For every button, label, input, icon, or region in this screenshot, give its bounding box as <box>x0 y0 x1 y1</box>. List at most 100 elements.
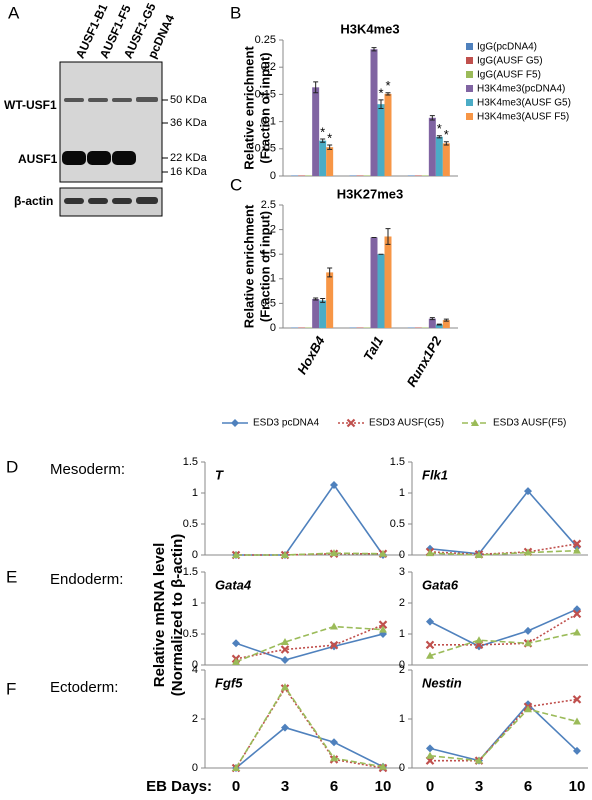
marker <box>426 617 434 626</box>
marker <box>572 695 582 704</box>
marker <box>572 609 582 619</box>
y-tick-label: 0 <box>192 549 198 561</box>
size-marker: 22 KDa <box>170 152 208 164</box>
series-line <box>236 483 384 556</box>
band <box>87 151 111 165</box>
row-label: AUSF1 <box>18 152 58 166</box>
marker <box>346 418 356 428</box>
legend-swatch <box>466 71 473 78</box>
marker <box>280 645 290 654</box>
marker <box>524 705 532 713</box>
legend-label: IgG(pcDNA4) <box>477 42 537 53</box>
marker <box>232 764 240 771</box>
bar <box>442 143 450 176</box>
chart-title: H3K27me3 <box>337 186 404 201</box>
y-tick-label: 2 <box>399 597 405 609</box>
band <box>62 151 86 165</box>
legend-label: ESD3 pcDNA4 <box>253 418 320 429</box>
y-tick-label: 1 <box>399 713 405 725</box>
x-tick-label: 0 <box>426 778 434 795</box>
legend-label: ESD3 AUSF(F5) <box>493 418 566 429</box>
western-blot: AUSF1-B1 AUSF1-F5 AUSF1-G5 pcDNA4 WT-USF… <box>4 1 208 217</box>
marker <box>231 419 239 427</box>
series-line <box>429 489 578 555</box>
band-row <box>64 97 158 102</box>
marker <box>426 744 434 753</box>
series-line <box>235 726 384 769</box>
series-line <box>430 613 578 646</box>
y-axis-label: (Fraction of input) <box>257 211 272 322</box>
y-tick-label: 1 <box>399 628 405 640</box>
chart-title: T <box>215 467 224 482</box>
y-tick-label: 0 <box>270 170 276 182</box>
y-tick-label: 0.2 <box>261 61 276 73</box>
series-line <box>429 608 578 648</box>
y-axis-label: Relative mRNA level <box>151 543 168 688</box>
x-tick-label: 6 <box>524 778 532 795</box>
marker <box>426 651 434 659</box>
band <box>136 97 158 102</box>
y-tick-label: 0.5 <box>261 297 276 309</box>
error-bar <box>371 47 377 52</box>
bar <box>349 175 357 176</box>
row-label: Endoderm: <box>50 571 123 588</box>
x-axis-label: EB Days: <box>146 778 212 795</box>
bar <box>384 93 392 176</box>
y-tick-label: 1 <box>192 487 198 499</box>
series-line <box>235 633 384 661</box>
row-label: β-actin <box>14 194 53 208</box>
chart-title: Gata4 <box>215 577 252 592</box>
bar <box>384 236 392 328</box>
y-tick-label: 1.5 <box>261 248 276 260</box>
y-axis-label: (Normalized to β-actin) <box>169 534 186 697</box>
marker <box>330 754 338 762</box>
error-bar <box>313 297 319 301</box>
bar <box>428 117 436 176</box>
series-line <box>429 703 578 762</box>
y-tick-label: 1.5 <box>183 456 198 468</box>
bar <box>312 298 320 328</box>
panel-letter: D <box>6 457 18 476</box>
series-line <box>429 543 578 556</box>
bar <box>442 320 450 328</box>
marker <box>281 683 289 691</box>
bar <box>421 175 429 176</box>
y-tick-label: 2.5 <box>261 199 276 211</box>
bar <box>377 254 385 328</box>
error-bar <box>429 317 435 321</box>
series-line <box>235 685 384 769</box>
bar <box>319 300 327 328</box>
error-bar <box>320 297 326 303</box>
legend-swatch <box>466 57 473 64</box>
y-tick-label: 0.5 <box>183 518 198 530</box>
bar <box>414 175 422 176</box>
y-tick-label: 1 <box>270 273 276 285</box>
y-tick-label: 2 <box>270 224 276 236</box>
panel-letter: F <box>6 679 16 698</box>
bar <box>291 175 299 176</box>
x-tick-label: Runx1P2 <box>404 333 445 389</box>
x-tick-label: 10 <box>375 778 392 795</box>
marker <box>426 549 434 557</box>
y-tick-label: 1.5 <box>390 456 405 468</box>
marker <box>426 751 434 759</box>
series-line <box>236 552 384 556</box>
bar <box>428 318 436 328</box>
marker <box>524 639 532 647</box>
marker <box>425 640 435 650</box>
legend-label: H3K4me3(AUSF F5) <box>477 112 569 123</box>
marker <box>524 548 532 556</box>
panel-letter: C <box>230 175 242 194</box>
error-bar <box>385 92 391 96</box>
marker <box>281 656 289 665</box>
panel-letter: B <box>230 3 241 22</box>
marker <box>232 639 240 648</box>
chart-title: Flk1 <box>422 467 448 482</box>
size-marker: 16 KDa <box>170 166 208 178</box>
bar <box>363 175 371 176</box>
y-axis-label: Relative enrichment <box>241 204 256 328</box>
series-line <box>430 698 578 762</box>
marker <box>281 723 289 732</box>
marker <box>330 738 338 747</box>
